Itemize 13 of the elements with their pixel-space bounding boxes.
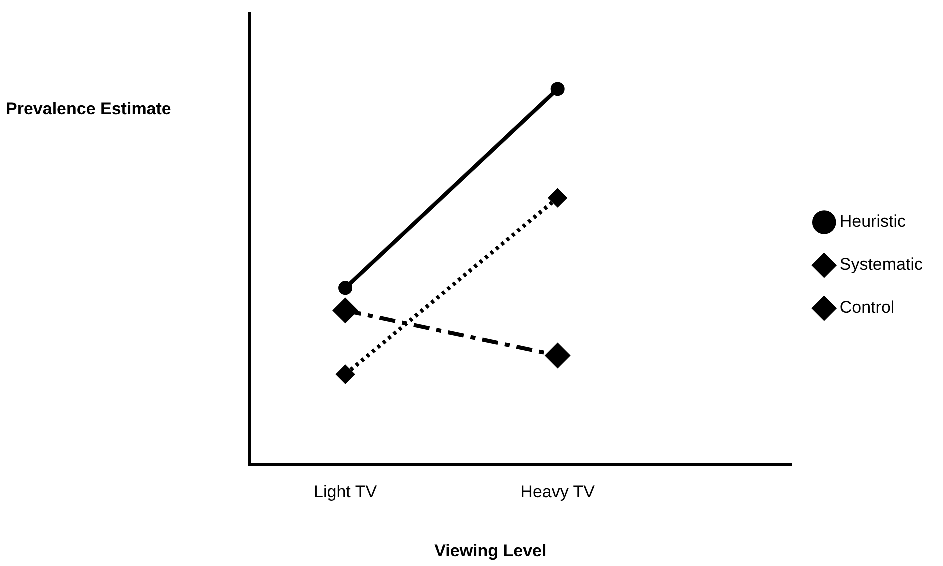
x-axis-title: Viewing Level [434, 542, 547, 561]
point [338, 281, 353, 296]
legend-label: Systematic [840, 255, 924, 274]
x-tick-label: Light TV [314, 482, 378, 502]
legend-label: Control [840, 298, 895, 318]
legend-label: Heuristic [840, 212, 906, 232]
point [548, 189, 567, 208]
y-axis-title: Prevalence Estimate [6, 100, 172, 119]
point [546, 344, 570, 368]
point [333, 298, 358, 323]
point [550, 82, 565, 96]
point [336, 366, 355, 384]
x-tick-label: Heavy TV [520, 482, 596, 502]
